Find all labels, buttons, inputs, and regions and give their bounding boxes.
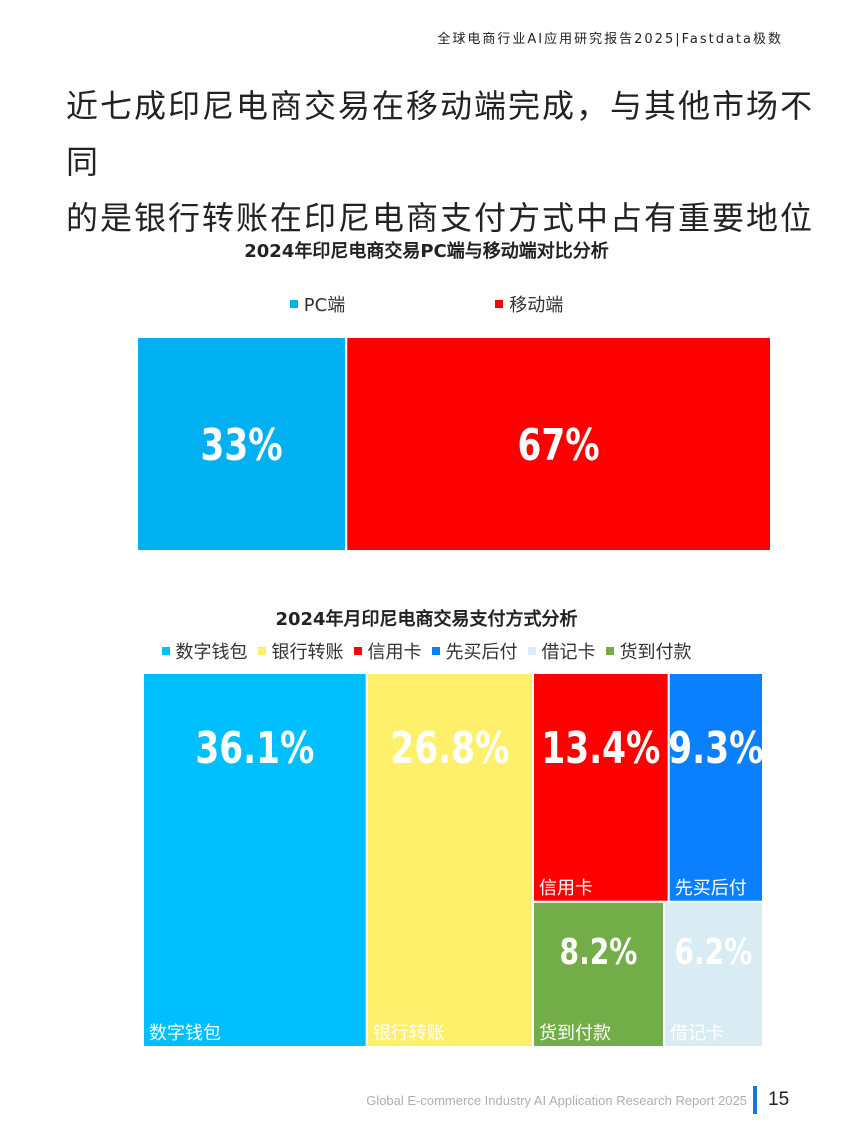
legend-label: 先买后付 — [445, 642, 518, 663]
page-number: 15 — [768, 1089, 790, 1110]
legend-swatch — [605, 647, 614, 655]
tile-category-label: 货到付款 — [539, 1023, 611, 1044]
treemap-tile: 33% — [136, 336, 348, 552]
legend-swatch — [161, 647, 170, 655]
legend-label: 借记卡 — [541, 642, 596, 663]
legend-item-device-0: PC端 — [289, 291, 346, 317]
treemap-tile-rect — [531, 900, 665, 1048]
legend-item-payment-5: 货到付款 — [605, 638, 692, 664]
footer-report-name: Global E-commerce Industry AI Applicatio… — [366, 1093, 747, 1108]
legend-item-payment-0: 数字钱包 — [161, 638, 248, 664]
tile-category-label: 信用卡 — [539, 878, 593, 899]
device-chart-title: 2024年印尼电商交易PC端与移动端对比分析 — [244, 241, 609, 262]
legend-item-payment-4: 借记卡 — [527, 638, 596, 664]
tile-value-label: 8.2% — [560, 930, 638, 972]
treemap-tile-rect — [345, 336, 772, 552]
headline-line-2: 的是银行转账在印尼电商支付方式中占有重要地位 — [66, 199, 815, 237]
legend-item-payment-3: 先买后付 — [431, 638, 518, 664]
treemap-tile: 9.3% 先买后付 — [667, 672, 765, 903]
treemap-tile: 26.8% 银行转账 — [365, 672, 534, 1048]
legend-label: 数字钱包 — [175, 642, 248, 663]
device-chart-legend: PC端 移动端 — [0, 291, 853, 317]
legend-item-payment-1: 银行转账 — [257, 638, 344, 664]
treemap-tile-rect — [142, 672, 368, 1048]
treemap-tile: 67% — [345, 336, 772, 552]
headline-line-1: 近七成印尼电商交易在移动端完成，与其他市场不同 — [66, 87, 815, 181]
treemap-tile: 8.2% 货到付款 — [531, 900, 665, 1048]
legend-swatch — [257, 647, 266, 655]
legend-label: 货到付款 — [619, 642, 692, 663]
treemap-tile-rect — [365, 672, 534, 1048]
tile-value-label: 67% — [518, 420, 600, 471]
tile-value-label: 33% — [201, 420, 283, 471]
treemap-tile-rect — [662, 900, 765, 1048]
tile-value-label: 26.8% — [390, 723, 509, 774]
legend-swatch — [353, 647, 362, 655]
treemap-tile: 6.2% 借记卡 — [662, 900, 765, 1048]
legend-swatch — [289, 300, 298, 308]
payment-chart-legend: 数字钱包 银行转账 信用卡 先买后付 借记卡 货到付款 — [0, 638, 853, 664]
legend-swatch — [495, 300, 504, 308]
tile-category-label: 银行转账 — [373, 1023, 445, 1044]
tile-category-label: 数字钱包 — [149, 1023, 221, 1044]
treemap-tile-rect — [531, 672, 670, 903]
legend-swatch — [527, 647, 536, 655]
legend-item-device-1: 移动端 — [495, 291, 563, 317]
treemap-tile: 36.1% 数字钱包 — [142, 672, 368, 1048]
tile-value-label: 9.3% — [668, 723, 763, 774]
footer-divider-bar — [753, 1086, 757, 1114]
legend-label: 移动端 — [509, 295, 564, 316]
treemap-tile: 13.4% 信用卡 — [531, 672, 670, 903]
legend-label: PC端 — [303, 295, 346, 316]
legend-item-payment-2: 信用卡 — [353, 638, 422, 664]
tile-category-label: 先买后付 — [675, 878, 747, 899]
treemap-tile-rect — [136, 336, 348, 552]
tile-value-label: 6.2% — [675, 930, 753, 972]
treemap-tile-rect — [667, 672, 765, 903]
legend-label: 银行转账 — [271, 642, 344, 663]
legend-label: 信用卡 — [367, 642, 422, 663]
payment-chart-title: 2024年月印尼电商交易支付方式分析 — [275, 609, 578, 630]
report-header-title: 全球电商行业AI应用研究报告2025|Fastdata极数 — [437, 32, 783, 47]
tile-value-label: 36.1% — [195, 723, 314, 774]
legend-swatch — [431, 647, 440, 655]
tile-category-label: 借记卡 — [670, 1023, 724, 1044]
tile-value-label: 13.4% — [541, 723, 660, 774]
page-headline: 近七成印尼电商交易在移动端完成，与其他市场不同 的是银行转账在印尼电商支付方式中… — [66, 78, 826, 246]
